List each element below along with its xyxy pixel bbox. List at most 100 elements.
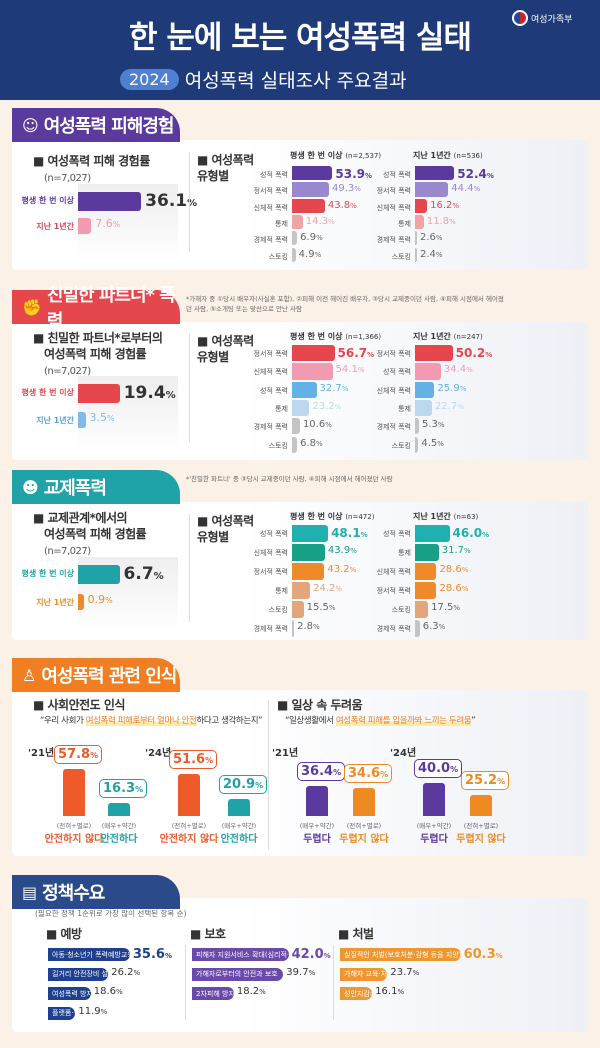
type-value: 53.9% [335, 167, 372, 181]
left-title-line2: 여성폭력 피해 경험률 [44, 527, 147, 541]
year-badge: 2024 [120, 69, 179, 90]
policy-bar: 플랫폼·웹사이트 규제 [48, 1006, 76, 1020]
value-number: 20.9 [223, 776, 256, 792]
type-label: 경제적 폭력 [253, 423, 288, 432]
left-title-line1: 교제관계*에서의 [47, 511, 128, 525]
value-number: 6.3 [422, 621, 439, 632]
right-title: 여성폭력 유형별 [197, 153, 254, 183]
value-number: 11.9 [78, 1005, 101, 1017]
value-number: 34.6 [348, 765, 381, 781]
group-period: 평생 한 번 이상 [290, 512, 343, 521]
type-label: 통제 [398, 549, 411, 557]
type-value: 43.2% [327, 564, 356, 575]
type-value: 4.5% [421, 438, 444, 449]
quote-start: “우리 사회가 [40, 716, 86, 726]
value-number: 48.1 [331, 526, 361, 540]
policy-value: 18.6% [94, 986, 123, 997]
group-header: 지난 1년간 (n=536) [413, 150, 483, 161]
section-tab: ✊ 친밀한 파트너* 폭력 [12, 285, 180, 332]
quote-end: ” [471, 716, 476, 726]
policy-bar: 여성폭력 방지 캠페인 [48, 987, 91, 1000]
bar [78, 412, 86, 428]
group-n: (n=536) [453, 152, 483, 160]
type-label: 통제 [398, 219, 411, 228]
vertical-bar [423, 783, 445, 816]
type-value: 10.6% [303, 419, 332, 430]
type-label: 신체적 폭력 [253, 368, 288, 377]
type-label: 성적 폭력 [260, 171, 288, 179]
type-bar [415, 601, 429, 618]
group-header: 지난 1년간 (n=247) [413, 331, 483, 342]
type-value: 11.8% [427, 216, 456, 227]
value-number: 3.5 [89, 411, 108, 424]
value-bubble: 20.9% [219, 774, 268, 794]
answer-label: 안전하다 [100, 834, 138, 845]
bar [78, 384, 120, 403]
type-value: 48.1% [331, 526, 368, 540]
percent-unit: % [133, 968, 141, 977]
type-value: 52.4% [457, 167, 494, 181]
policy-bar: 가해자 교육·치료 [340, 967, 388, 981]
bar [78, 192, 142, 211]
type-value: 22.7% [435, 401, 464, 412]
percent-unit: % [334, 402, 342, 411]
column-title-text: 보호 [204, 927, 227, 941]
policy-value: 23.7% [390, 967, 419, 978]
percent-unit: % [354, 185, 361, 194]
type-bar [292, 399, 310, 417]
group-n: (n=2,537) [345, 152, 382, 160]
left-title-line1: 여성폭력 피해 경험률 [47, 154, 151, 168]
value-bubble: 25.2% [461, 771, 510, 791]
type-value: 28.6% [439, 583, 468, 594]
policy-value: 16.1% [375, 986, 404, 997]
type-bar [292, 563, 325, 580]
percent-unit: % [350, 547, 357, 555]
group-header: 평생 한 번 이상 (n=1,366) [290, 331, 381, 342]
percent-unit: % [341, 384, 349, 393]
percent-unit: % [459, 384, 467, 393]
group-period: 지난 1년간 [413, 151, 451, 160]
bar-value: 19.4% [124, 383, 176, 403]
type-bar [292, 198, 325, 213]
group-header: 평생 한 번 이상 (n=472) [290, 511, 374, 522]
answer-label: 안전하지 않다 [159, 834, 219, 845]
value-number: 26.2 [111, 966, 134, 978]
value-number: 23.2 [312, 400, 335, 412]
type-value: 34.4% [444, 364, 473, 375]
value-number: 35.6 [132, 947, 165, 962]
group-n: (n=472) [345, 513, 375, 521]
value-number: 36.4 [301, 764, 334, 780]
type-bar [415, 231, 417, 246]
couple-icon: ☻ [22, 477, 39, 497]
fist-icon: ✊ [22, 297, 42, 317]
ministry-logo: 여성가족부 [512, 10, 572, 26]
percent-unit: % [435, 250, 443, 259]
type-value: 44.4% [451, 183, 480, 194]
percent-unit: % [380, 769, 389, 779]
value-number: 42.0 [291, 947, 324, 962]
logo-text: 여성가족부 [531, 14, 573, 25]
type-bar [415, 247, 417, 262]
type-label: 스토킹 [268, 252, 288, 261]
quote-highlight: 여성폭력 피해로부터 얼마나 안전 [85, 716, 197, 726]
percent-unit: % [187, 198, 198, 209]
percent-unit: % [473, 185, 481, 194]
type-label: 경제적 폭력 [376, 236, 411, 245]
column-title: ■ 보호 [190, 927, 227, 941]
type-bar [292, 381, 317, 398]
answer-group: (매우+약간) [299, 822, 335, 830]
percent-unit: % [323, 952, 331, 960]
sample-size: (n=7,027) [44, 173, 91, 184]
divider [185, 945, 186, 1020]
value-bubble: 40.0% [414, 759, 463, 779]
type-value: 43.8% [328, 200, 357, 211]
percent-unit: % [412, 968, 420, 977]
subtitle-text: 여성폭력 실태조사 주요결과 [184, 70, 407, 92]
type-label: 신체적 폭력 [253, 203, 288, 212]
type-value: 43.9% [328, 545, 357, 556]
type-value: 2.8% [297, 621, 320, 632]
value-number: 17.5 [431, 602, 454, 613]
value-number: 28.6 [439, 564, 462, 575]
answer-label: 두렵다 [420, 834, 448, 845]
row-label: 평생 한 번 이상 [21, 196, 74, 205]
